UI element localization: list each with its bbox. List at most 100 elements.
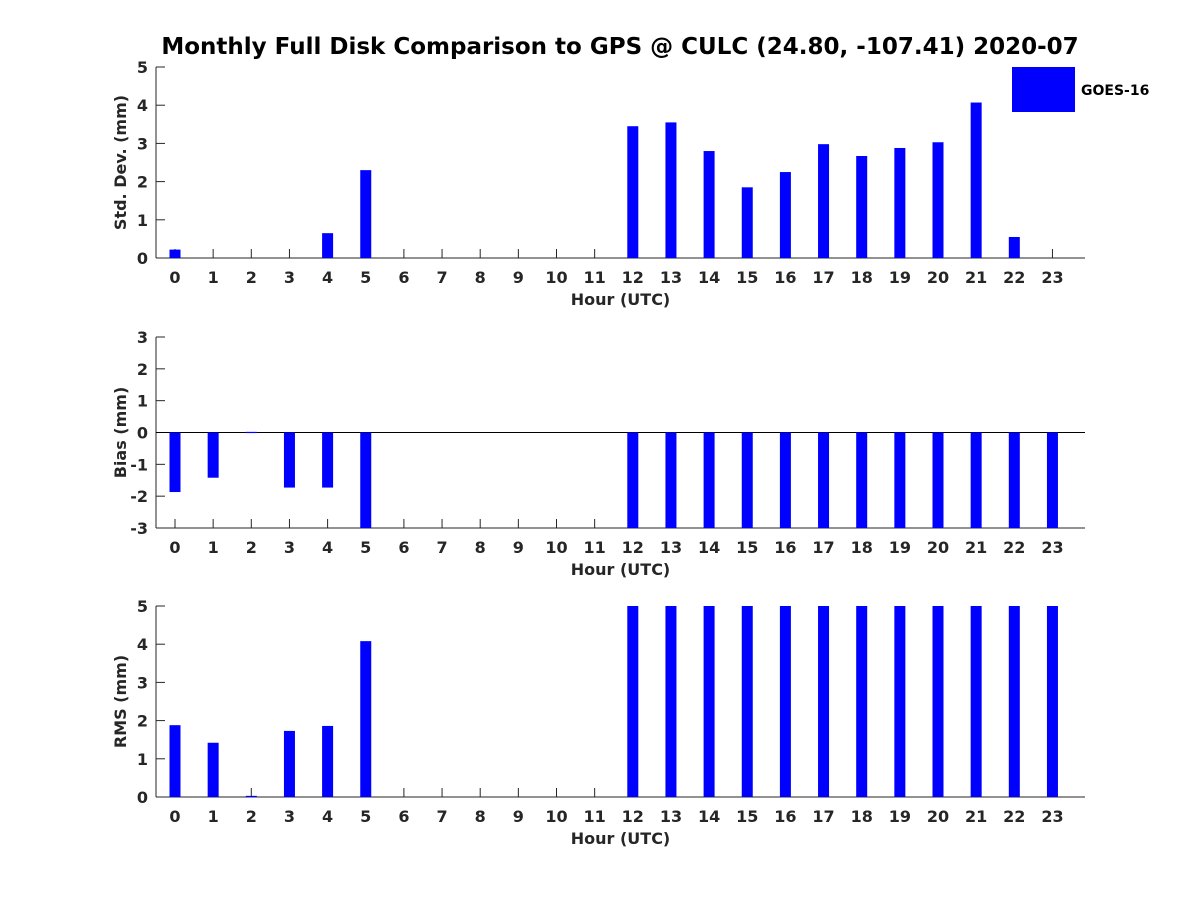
bar-hour-21 — [970, 606, 982, 797]
x-tick-label: 5 — [360, 268, 371, 287]
bar-hour-15 — [741, 432, 753, 528]
y-tick-label: -1 — [130, 455, 148, 474]
x-tick-label: 17 — [812, 268, 834, 287]
y-tick-label: 4 — [137, 96, 148, 115]
bar-hour-21 — [970, 432, 982, 528]
x-tick-label: 19 — [889, 268, 911, 287]
bar-hour-4 — [322, 432, 334, 488]
x-tick-label: 1 — [208, 538, 219, 557]
bar-hour-17 — [818, 606, 830, 797]
x-axis-label: Hour (UTC) — [571, 829, 671, 848]
bar-hour-2 — [245, 795, 257, 798]
legend-swatch — [1012, 67, 1075, 112]
x-tick-label: 11 — [584, 538, 606, 557]
x-tick-label: 9 — [513, 807, 524, 826]
x-tick-label: 6 — [398, 538, 409, 557]
y-tick-label: 2 — [137, 173, 148, 192]
bar-hour-23 — [1046, 432, 1058, 528]
x-tick-label: 8 — [475, 268, 486, 287]
bar-hour-20 — [932, 142, 944, 258]
y-tick-label: -2 — [130, 487, 148, 506]
x-tick-label: 8 — [475, 538, 486, 557]
x-tick-label: 17 — [812, 807, 834, 826]
bar-hour-12 — [627, 606, 639, 797]
x-tick-label: 8 — [475, 807, 486, 826]
x-tick-label: 21 — [965, 268, 987, 287]
bar-hour-16 — [779, 606, 791, 797]
y-tick-label: 1 — [137, 750, 148, 769]
bar-hour-15 — [741, 187, 753, 258]
y-tick-label: 1 — [137, 211, 148, 230]
y-axis-label: RMS (mm) — [111, 655, 130, 748]
x-tick-label: 7 — [436, 538, 447, 557]
x-tick-label: 6 — [398, 807, 409, 826]
x-tick-label: 12 — [622, 268, 644, 287]
x-tick-label: 15 — [736, 807, 758, 826]
bar-hour-0 — [169, 249, 181, 258]
bar-hour-0 — [169, 725, 181, 797]
bar-hour-14 — [703, 606, 715, 797]
x-tick-label: 12 — [622, 807, 644, 826]
x-tick-label: 12 — [622, 538, 644, 557]
x-tick-label: 7 — [436, 807, 447, 826]
legend-label: GOES-16 — [1081, 83, 1149, 99]
y-tick-label: 2 — [137, 712, 148, 731]
x-tick-label: 13 — [660, 268, 682, 287]
bar-hour-13 — [665, 122, 677, 258]
x-tick-label: 3 — [284, 268, 295, 287]
bar-hour-3 — [283, 432, 295, 488]
x-tick-label: 20 — [927, 538, 949, 557]
x-tick-label: 4 — [322, 268, 333, 287]
x-tick-label: 14 — [698, 538, 720, 557]
x-tick-label: 14 — [698, 807, 720, 826]
x-tick-label: 0 — [169, 268, 180, 287]
y-tick-label: 0 — [137, 249, 148, 268]
bar-hour-19 — [894, 147, 906, 258]
x-tick-label: 23 — [1041, 538, 1063, 557]
y-tick-label: 5 — [137, 597, 148, 616]
bar-hour-0 — [169, 432, 181, 493]
x-tick-label: 22 — [1003, 538, 1025, 557]
x-axis-label: Hour (UTC) — [571, 560, 671, 579]
bar-hour-20 — [932, 606, 944, 797]
x-tick-label: 23 — [1041, 268, 1063, 287]
bar-hour-1 — [207, 742, 219, 797]
x-tick-label: 9 — [513, 268, 524, 287]
y-tick-label: 1 — [137, 392, 148, 411]
bar-hour-2 — [245, 431, 257, 434]
x-tick-label: 23 — [1041, 807, 1063, 826]
bar-hour-3 — [283, 730, 295, 797]
legend: GOES-16 — [1012, 67, 1149, 112]
bar-hour-18 — [856, 432, 868, 528]
x-tick-label: 19 — [889, 538, 911, 557]
x-tick-label: 3 — [284, 807, 295, 826]
x-tick-label: 15 — [736, 268, 758, 287]
bar-hour-17 — [818, 144, 830, 258]
x-tick-label: 18 — [851, 538, 873, 557]
bar-hour-16 — [779, 172, 791, 258]
x-tick-label: 17 — [812, 538, 834, 557]
figure-title: Monthly Full Disk Comparison to GPS @ CU… — [161, 34, 1078, 60]
y-tick-label: 3 — [137, 328, 148, 347]
x-tick-label: 18 — [851, 268, 873, 287]
x-tick-label: 1 — [208, 807, 219, 826]
x-tick-label: 19 — [889, 807, 911, 826]
x-tick-label: 1 — [208, 268, 219, 287]
bar-hour-19 — [894, 432, 906, 528]
bar-hour-22 — [1008, 432, 1020, 528]
y-tick-label: 0 — [137, 424, 148, 443]
x-tick-label: 9 — [513, 538, 524, 557]
bar-hour-5 — [360, 432, 372, 528]
x-axis-label: Hour (UTC) — [571, 290, 671, 309]
bar-hour-21 — [970, 102, 982, 258]
x-tick-label: 10 — [545, 807, 567, 826]
bar-hour-1 — [207, 432, 219, 478]
y-tick-label: 5 — [137, 58, 148, 77]
bar-hour-5 — [360, 170, 372, 258]
bar-hour-16 — [779, 432, 791, 528]
bar-hour-19 — [894, 606, 906, 797]
